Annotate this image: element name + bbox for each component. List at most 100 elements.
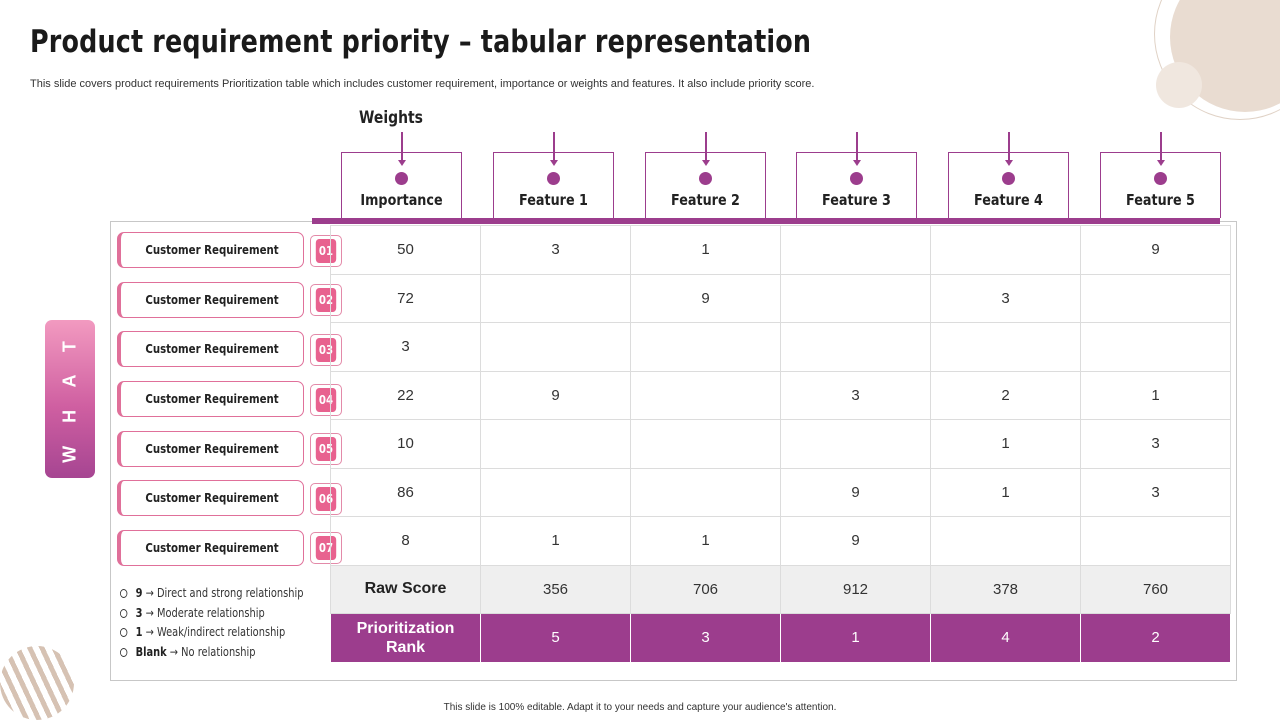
table-row: 50 3 1 9 — [330, 225, 1231, 275]
legend-key: 9 — [135, 586, 143, 600]
table-cell: 3 — [480, 225, 631, 275]
table-cell: 2 — [930, 370, 1081, 420]
requirement-label-06: Customer Requirement — [117, 480, 304, 516]
column-header-label: Feature 2 — [671, 191, 740, 209]
legend-text: Direct and strong relationship — [156, 586, 304, 600]
table-cell — [930, 225, 1081, 275]
rank-cell: 4 — [930, 613, 1081, 663]
table-cell: 3 — [780, 370, 931, 420]
table-cell — [780, 273, 931, 323]
dot-icon — [1002, 172, 1015, 185]
raw-score-cell: 912 — [780, 564, 931, 614]
table-cell — [780, 419, 931, 469]
requirement-label-05: Customer Requirement — [117, 431, 304, 467]
table-cell — [480, 467, 631, 517]
requirement-text: Customer Requirement — [145, 491, 279, 505]
legend-item: 3 → Moderate relationship — [120, 606, 303, 626]
column-header-label: Feature 5 — [1126, 191, 1195, 209]
slide-footer: This slide is 100% editable. Adapt it to… — [443, 702, 837, 713]
table-cell: 1 — [930, 419, 1081, 469]
table-cell: 86 — [330, 467, 481, 517]
header-bar — [312, 218, 1220, 224]
priority-table: 50 3 1 9 72 9 3 3 22 9 3 2 1 10 1 3 — [330, 225, 1231, 663]
raw-score-cell: 706 — [630, 564, 781, 614]
table-cell — [1080, 273, 1231, 323]
table-cell: 10 — [330, 419, 481, 469]
requirement-text: Customer Requirement — [145, 541, 279, 555]
table-cell — [630, 467, 781, 517]
prioritization-rank-row: Prioritization Rank 5 3 1 4 2 — [330, 613, 1231, 663]
table-cell — [1080, 322, 1231, 372]
table-cell: 22 — [330, 370, 481, 420]
legend-key: 1 — [135, 625, 143, 639]
table-cell — [480, 273, 631, 323]
table-cell: 3 — [330, 322, 481, 372]
table-cell: 9 — [1080, 225, 1231, 275]
table-cell: 9 — [480, 370, 631, 420]
table-cell — [1080, 516, 1231, 566]
column-header-label: Feature 1 — [519, 191, 588, 209]
legend-key: 3 — [135, 605, 143, 620]
table-cell — [630, 419, 781, 469]
arrow-down-icon — [856, 132, 858, 162]
arrow-right-icon: → — [145, 625, 154, 639]
table-cell: 1 — [930, 467, 1081, 517]
arrow-right-icon: → — [145, 586, 154, 600]
table-cell: 3 — [1080, 419, 1231, 469]
dot-icon — [699, 172, 712, 185]
arrow-down-icon — [705, 132, 707, 162]
arrow-head-icon — [702, 160, 710, 166]
requirement-label-07: Customer Requirement — [117, 530, 304, 566]
requirement-text: Customer Requirement — [145, 442, 279, 456]
arrow-head-icon — [550, 160, 558, 166]
raw-score-cell: 760 — [1080, 564, 1231, 614]
weights-label: Weights — [359, 108, 423, 128]
table-cell: 72 — [330, 273, 481, 323]
raw-score-label: Raw Score — [330, 564, 481, 614]
table-cell: 8 — [330, 516, 481, 566]
table-cell: 1 — [1080, 370, 1231, 420]
rank-cell: 2 — [1080, 613, 1231, 663]
arrow-head-icon — [853, 160, 861, 166]
arrow-down-icon — [553, 132, 555, 162]
table-cell — [630, 370, 781, 420]
requirement-label-01: Customer Requirement — [117, 232, 304, 268]
requirement-text: Customer Requirement — [145, 342, 279, 356]
decor-circle-small — [1156, 62, 1202, 108]
raw-score-row: Raw Score 356 706 912 378 760 — [330, 564, 1231, 614]
prioritization-rank-label: Prioritization Rank — [330, 613, 481, 663]
bullet-icon — [120, 608, 128, 618]
raw-score-cell: 378 — [930, 564, 1081, 614]
table-cell — [780, 322, 931, 372]
arrow-head-icon — [1157, 160, 1165, 166]
bullet-icon — [120, 589, 128, 598]
legend: 9 → Direct and strong relationship 3 → M… — [120, 586, 344, 664]
bullet-icon — [120, 647, 128, 657]
rank-cell: 1 — [780, 613, 931, 663]
table-row: 8 1 1 9 — [330, 516, 1231, 566]
table-cell: 1 — [630, 516, 781, 566]
dot-icon — [395, 172, 408, 185]
table-row: 86 9 1 3 — [330, 467, 1231, 517]
arrow-down-icon — [401, 132, 403, 162]
requirement-text: Customer Requirement — [145, 293, 279, 307]
raw-score-cell: 356 — [480, 564, 631, 614]
arrow-head-icon — [398, 160, 406, 166]
decor-striped-circle — [0, 646, 74, 720]
table-cell: 50 — [330, 225, 481, 275]
arrow-right-icon: → — [145, 605, 154, 620]
table-cell: 9 — [780, 467, 931, 517]
requirement-label-02: Customer Requirement — [117, 282, 304, 318]
arrow-down-icon — [1008, 132, 1010, 162]
rank-label-line2: Rank — [385, 638, 426, 656]
slide-subtitle: This slide covers product requirements P… — [30, 78, 815, 90]
arrow-right-icon: → — [169, 644, 179, 659]
column-header-label: Feature 4 — [974, 191, 1043, 209]
table-cell: 1 — [480, 516, 631, 566]
table-cell — [930, 516, 1081, 566]
table-cell: 3 — [1080, 467, 1231, 517]
requirement-label-03: Customer Requirement — [117, 331, 304, 367]
requirement-text: Customer Requirement — [145, 243, 279, 257]
dot-icon — [1154, 172, 1167, 185]
table-cell — [930, 322, 1081, 372]
